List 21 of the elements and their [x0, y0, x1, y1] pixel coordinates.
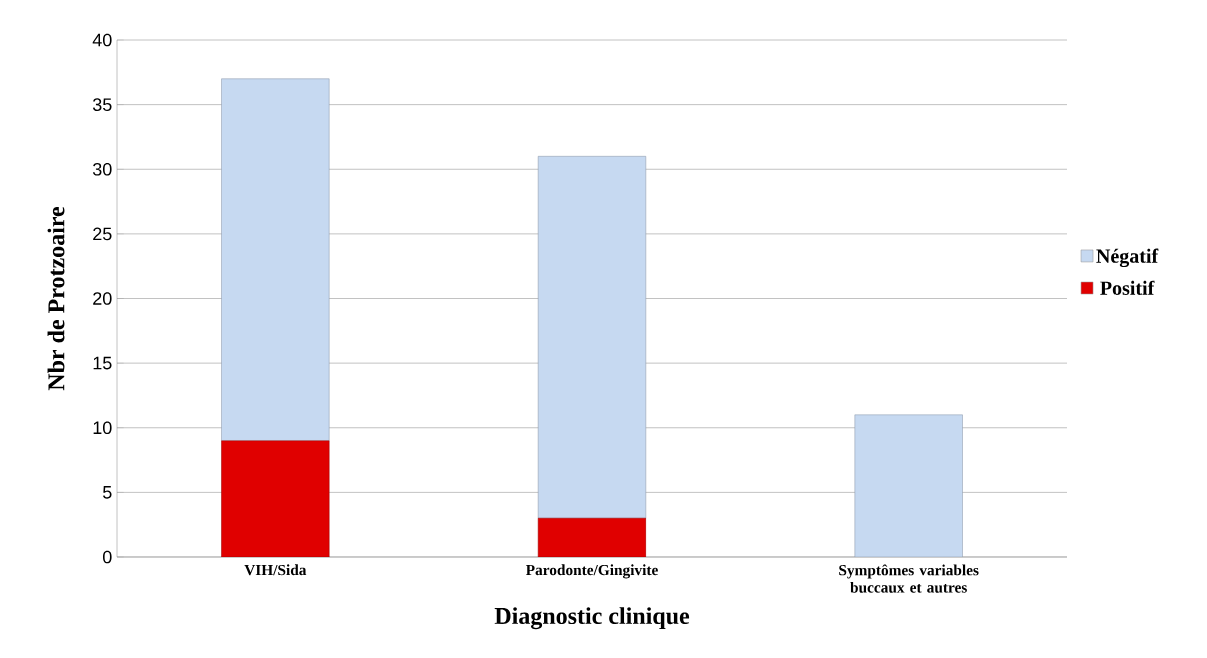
x-axis-title: Diagnostic clinique — [494, 607, 690, 630]
legend-label: Négatif — [1096, 248, 1159, 268]
bar — [537, 517, 647, 557]
bar — [221, 78, 330, 441]
y-tick-label: 15 — [93, 356, 112, 370]
bar — [854, 414, 963, 557]
x-tick-label: Symptômes variables buccaux et autres — [839, 564, 979, 593]
y-axis-title: Nbr de Protzoaire — [47, 206, 65, 391]
bar — [537, 156, 647, 519]
y-tick-label: 0 — [102, 550, 112, 564]
y-tick-label: 35 — [92, 98, 112, 111]
y-tick-label: 30 — [92, 162, 112, 176]
y-tick-label: 25 — [93, 227, 112, 241]
x-tick-label: VIH/Sida — [244, 564, 307, 576]
y-tick-label: 10 — [93, 421, 112, 435]
legend-label: Positif — [1100, 280, 1155, 295]
y-tick-label: 40 — [92, 33, 112, 47]
bar — [221, 440, 330, 557]
y-tick-label: 20 — [93, 292, 112, 305]
y-tick-label: 5 — [102, 486, 112, 499]
x-tick-label: Parodonte/Gingivite — [525, 564, 658, 579]
